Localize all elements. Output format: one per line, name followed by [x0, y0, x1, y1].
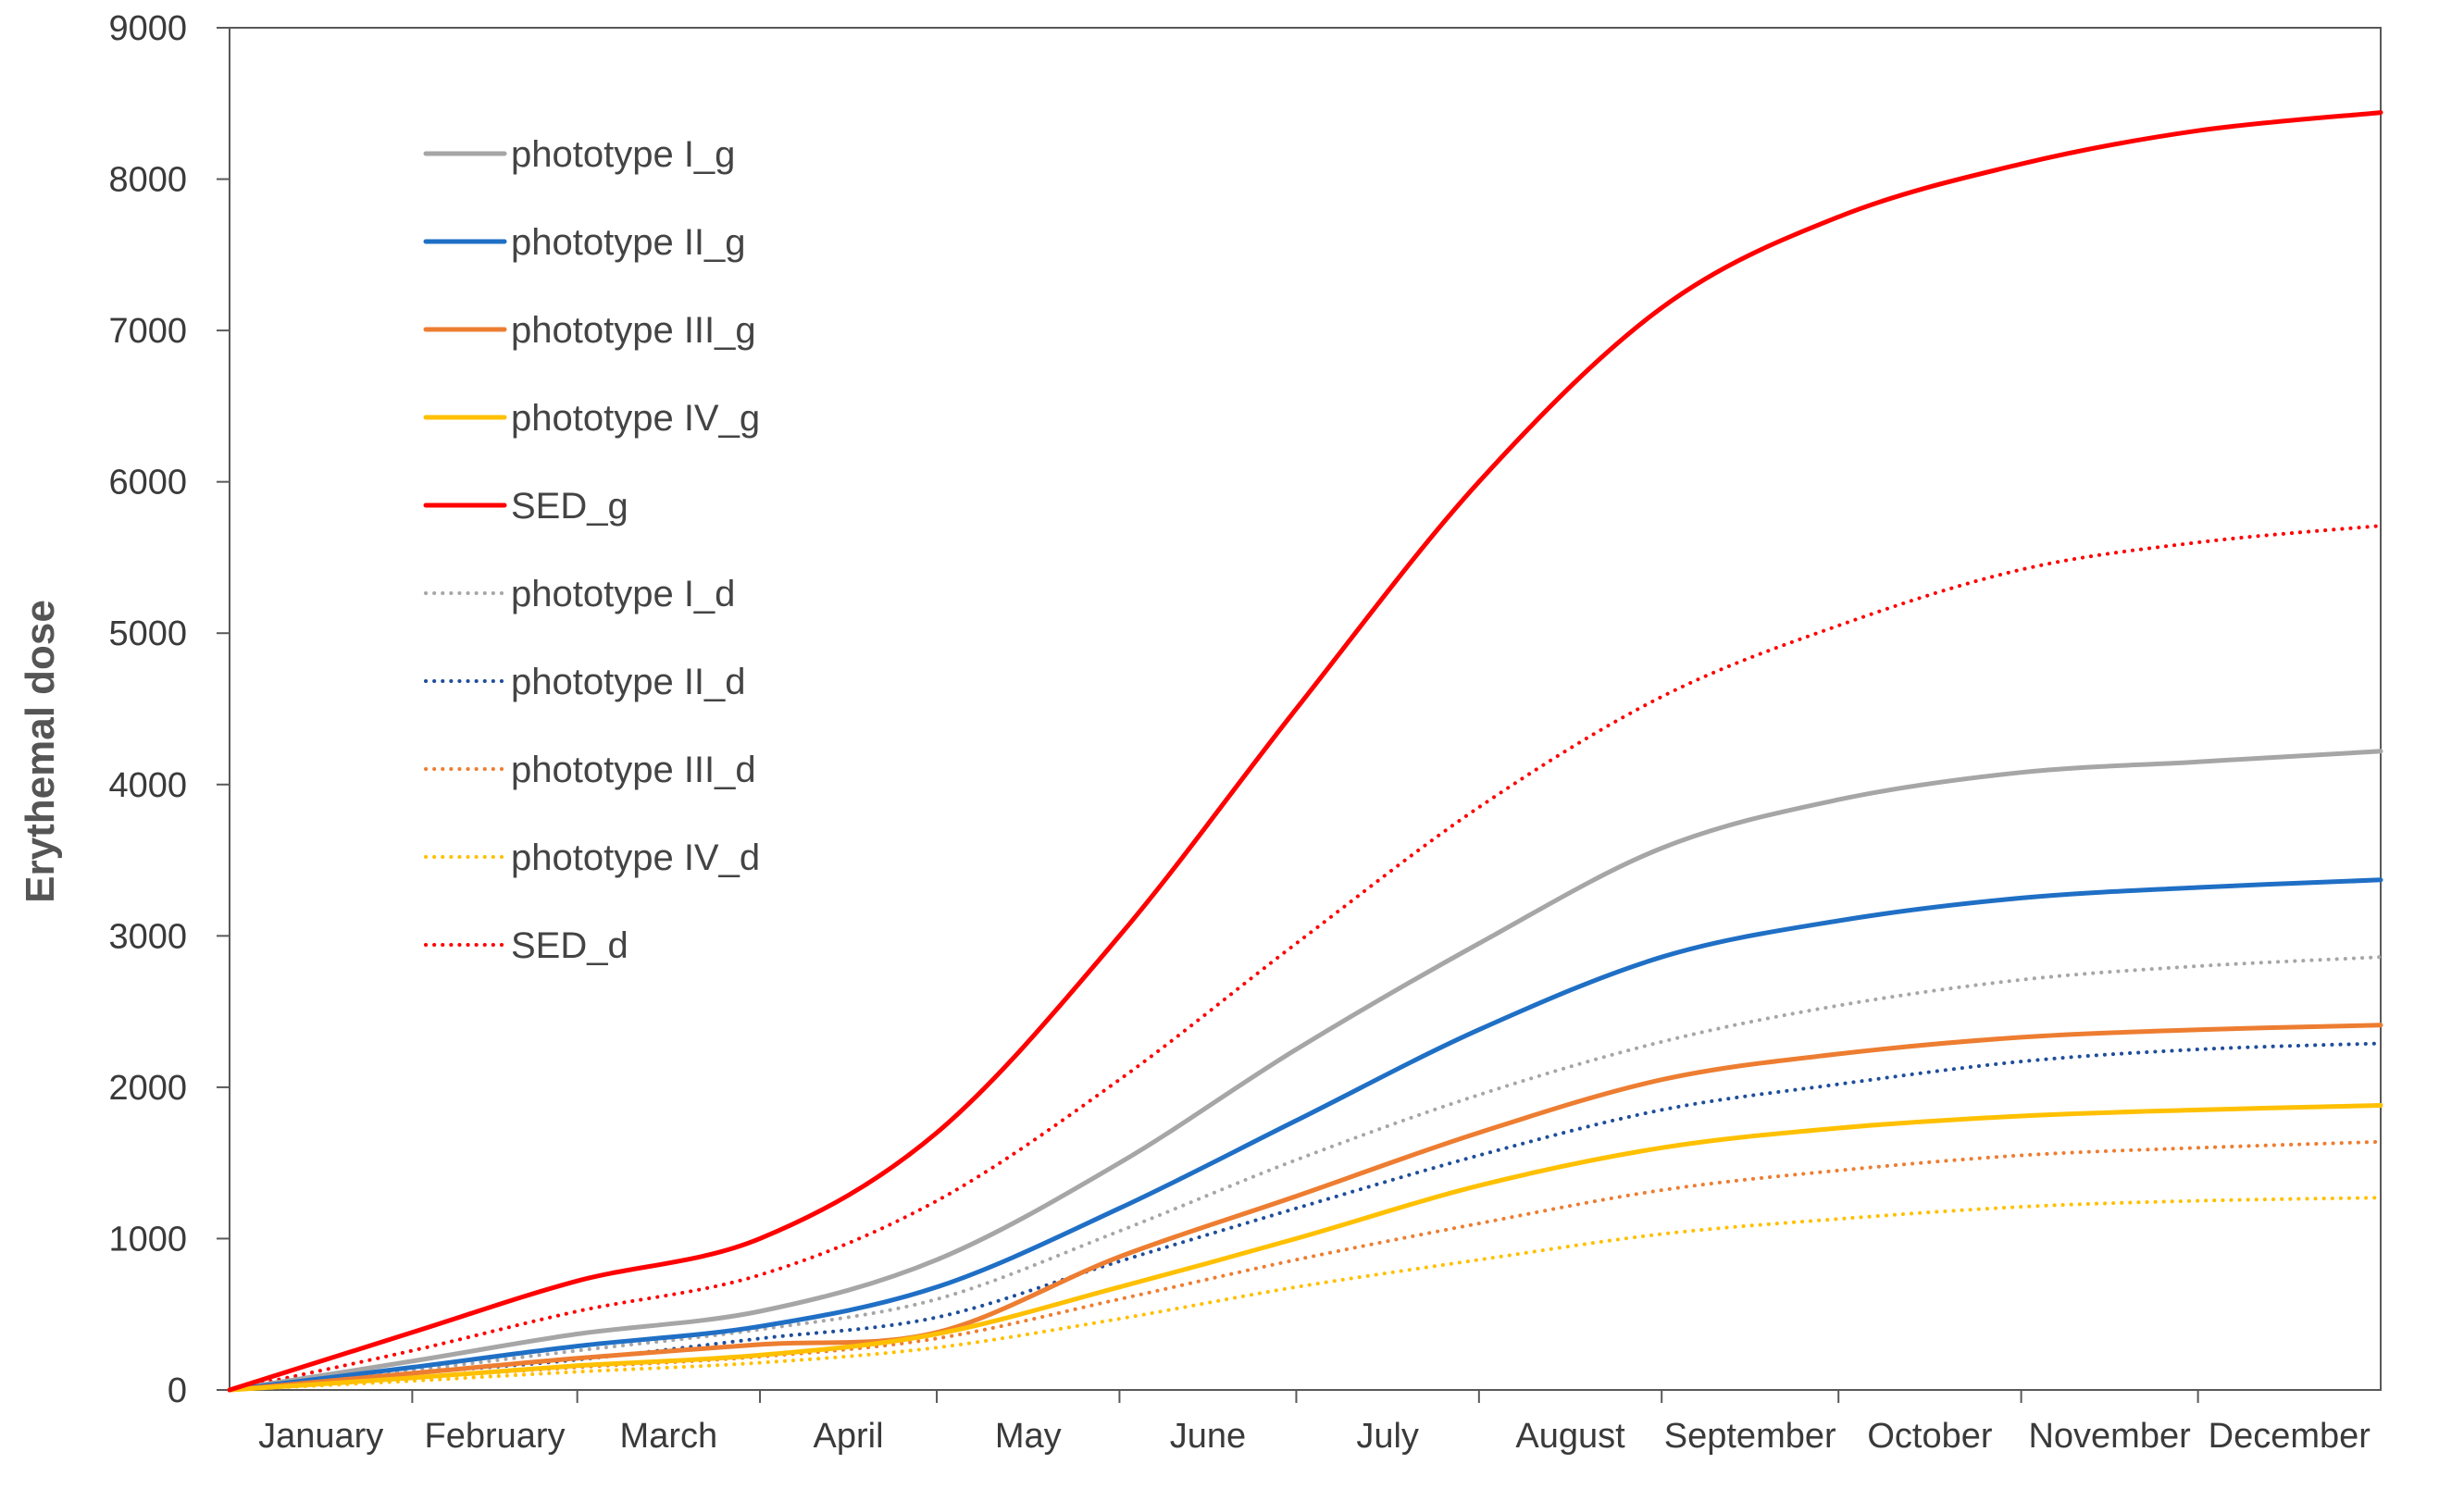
y-tick-label: 9000 — [108, 9, 187, 48]
legend-label-phototype-iv-g: phototype IV_g — [511, 398, 760, 439]
series-line-phototype-iii-d — [228, 1139, 2383, 1392]
x-tick-label: December — [2209, 1417, 2371, 1456]
series-line-phototype-i-g — [227, 749, 2383, 1393]
y-tick-label: 0 — [168, 1371, 187, 1410]
x-tick-label: May — [995, 1417, 1062, 1456]
y-tick-label: 2000 — [108, 1069, 187, 1108]
legend-label-phototype-iv-d: phototype IV_d — [511, 837, 760, 878]
y-tick-label: 7000 — [108, 312, 187, 351]
y-tick-label: 4000 — [108, 766, 187, 805]
legend-label-sed-d: SED_d — [511, 925, 628, 966]
series-lines — [227, 110, 2383, 1393]
x-tick-label: August — [1515, 1417, 1625, 1456]
series-line-sed-g — [227, 110, 2383, 1393]
legend-label-phototype-iii-d: phototype III_d — [511, 750, 756, 790]
y-tick-label: 1000 — [108, 1220, 187, 1259]
series-line-phototype-ii-g — [227, 877, 2383, 1393]
y-tick-label: 5000 — [108, 614, 187, 653]
series-line-phototype-iv-d — [228, 1196, 2383, 1392]
series-line-phototype-i-d — [228, 955, 2383, 1392]
series-line-phototype-iv-g — [227, 1103, 2383, 1393]
legend-label-phototype-i-d: phototype I_d — [511, 574, 735, 614]
y-tick-label: 3000 — [108, 917, 187, 956]
x-tick-label: April — [814, 1417, 884, 1456]
legend-label-phototype-i-g: phototype I_g — [511, 134, 735, 175]
series-line-phototype-ii-d — [228, 1041, 2383, 1392]
x-tick-label: October — [1867, 1417, 1993, 1456]
series-line-phototype-iii-g — [227, 1023, 2383, 1393]
x-tick-label: November — [2028, 1417, 2191, 1456]
legend-label-phototype-iii-g: phototype III_g — [511, 310, 756, 351]
plot-border — [229, 27, 2382, 1391]
x-tick-label: September — [1664, 1417, 1836, 1456]
x-tick-label: June — [1170, 1417, 1246, 1456]
x-tick-label: February — [424, 1417, 565, 1456]
y-axis: 0 1000 2000 3000 4000 5000 6000 7000 8000 9000 — [108, 9, 230, 1410]
legend-label-sed-g: SED_g — [511, 486, 628, 527]
y-tick-label: 6000 — [108, 464, 187, 502]
y-axis-title: Erythemal dose — [18, 600, 63, 903]
x-tick-label: January — [258, 1417, 383, 1456]
legend-label-phototype-ii-g: phototype II_g — [511, 222, 746, 263]
x-tick-label: July — [1356, 1417, 1419, 1456]
legend: phototype I_g phototype II_g phototype III… — [423, 134, 760, 966]
x-axis: January February March April May June July Augu… — [258, 1390, 2371, 1456]
y-tick-label: 8000 — [108, 161, 187, 200]
plot-frame — [229, 27, 2382, 1391]
series-line-sed-d — [228, 524, 2383, 1392]
legend-label-phototype-ii-d: phototype II_d — [511, 662, 746, 702]
x-tick-label: March — [620, 1417, 718, 1456]
